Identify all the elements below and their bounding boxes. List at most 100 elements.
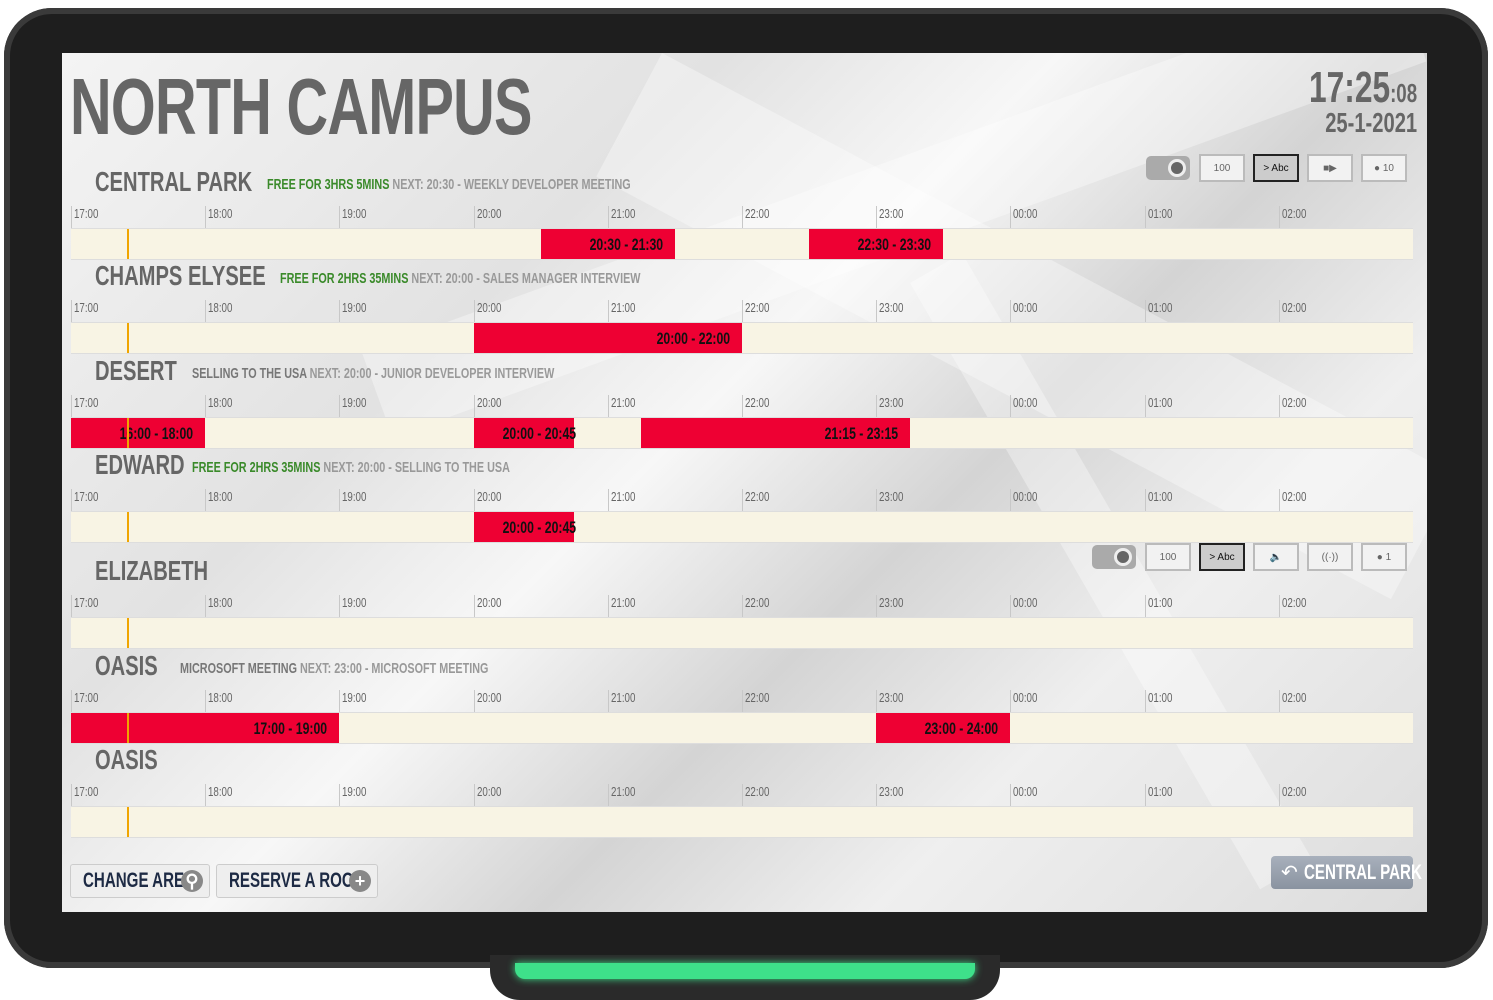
hour-tick: 19:00 [339,300,375,326]
hour-tick: 02:00 [1278,395,1315,421]
booking-bar[interactable]: 20:00 - 20:45 [473,512,576,542]
clock-date: 25-1-2021 [1325,107,1417,138]
next-meeting: NEXT: 20:00 - SALES MANAGER INTERVIEW [410,270,640,287]
hour-tick: 20:00 [473,784,510,810]
current-status: SELLING TO THE USA [192,365,307,382]
hour-tick: 18:00 [205,300,241,326]
hour-tick: 02:00 [1278,489,1315,515]
timeline-track[interactable] [71,617,1413,649]
status-led [515,963,975,979]
hour-tick: 23:00 [876,595,912,621]
timeline-track[interactable]: 20:00 - 20:45 [71,511,1413,543]
room-name[interactable]: OASIS [95,650,158,681]
clock: 17:25:08 25-1-2021 [1267,63,1417,139]
hour-tick: 00:00 [1010,784,1046,810]
current-time-line [126,229,129,259]
booking-bar[interactable]: 22:30 - 23:30 [809,229,944,259]
current-status: FREE FOR 2HRS 35MINS [192,459,321,476]
hour-tick: 23:00 [876,690,912,716]
hour-tick: 19:00 [339,690,375,716]
hour-tick: 20:00 [473,300,510,326]
hour-tick: 22:00 [742,595,778,621]
room-name[interactable]: CHAMPS ELYSEE [95,260,266,291]
current-time-line [126,618,129,648]
hour-tick: 18:00 [205,595,241,621]
hour-tick: 23:00 [876,395,912,421]
hour-tick: 02:00 [1278,595,1315,621]
hour-tick: 00:00 [1010,595,1046,621]
hour-tick: 17:00 [71,206,107,232]
hour-tick: 00:00 [1010,300,1046,326]
hour-tick: 01:00 [1144,595,1181,621]
next-meeting: NEXT: 20:00 - SELLING TO THE USA [323,459,510,476]
hour-tick: 22:00 [742,784,778,810]
hour-tick: 20:00 [473,489,510,515]
hour-tick: 17:00 [71,595,107,621]
hour-tick: 20:00 [473,690,510,716]
hour-tick: 02:00 [1278,300,1315,326]
hour-tick: 20:00 [473,206,510,232]
plus-icon: + [349,870,371,892]
search-icon: ⚲ [181,870,203,892]
timeline-track[interactable]: 17:00 - 19:00 23:00 - 24:00 [71,712,1413,744]
hour-tick: 19:00 [339,395,375,421]
hour-tick: 02:00 [1278,206,1315,232]
booking-bar[interactable]: 21:15 - 23:15 [641,418,910,448]
booking-bar[interactable]: 20:00 - 20:45 [473,418,576,448]
timeline-track[interactable] [71,806,1413,838]
current-status: FREE FOR 2HRS 35MINS [279,270,408,287]
projector-icon [1091,543,1137,571]
back-to-room-button[interactable]: ↶ CENTRAL PARK [1271,856,1422,889]
current-time-line [126,807,129,837]
amenity-icons: 100 > Abc 🔈 ((·)) ● 1 [1091,543,1407,571]
hour-tick: 19:00 [339,489,375,515]
hour-tick: 18:00 [205,784,241,810]
capacity-icon: ● 10 [1361,154,1407,182]
room-status: SELLING TO THE USA NEXT: 20:00 - JUNIOR … [192,365,695,382]
reserve-room-button[interactable]: RESERVE A ROOM + [216,864,378,898]
hour-tick: 23:00 [876,489,912,515]
hour-tick: 00:00 [1010,206,1046,232]
room-status: FREE FOR 3HRS 5MINS NEXT: 20:30 - WEEKLY… [267,176,772,193]
timeline-track[interactable]: 20:00 - 22:00 [71,322,1413,354]
room-status: FREE FOR 2HRS 35MINS NEXT: 20:00 - SALES… [280,270,781,287]
hour-tick: 00:00 [1010,690,1046,716]
hour-tick: 02:00 [1278,784,1315,810]
booking-bar[interactable]: 23:00 - 24:00 [876,713,1011,743]
back-arrow-icon: ↶ [1281,862,1298,884]
hour-tick: 18:00 [205,690,241,716]
booking-bar[interactable]: 20:30 - 21:30 [540,229,675,259]
timeline-track[interactable]: 16:00 - 18:00 20:00 - 20:45 21:15 - 23:15 [71,417,1413,449]
change-area-button[interactable]: CHANGE AREA ⚲ [70,864,210,898]
booking-bar[interactable]: 17:00 - 19:00 [71,713,340,743]
current-time-line [126,512,129,542]
room-name[interactable]: ELIZABETH [95,555,209,586]
current-status: FREE FOR 3HRS 5MINS [267,176,390,193]
display-icon: > Abc [1199,543,1245,571]
current-status: MICROSOFT MEETING [179,660,297,677]
timeline-track[interactable]: 20:30 - 21:30 22:30 - 23:30 [71,228,1413,260]
hour-tick: 17:00 [71,690,107,716]
whiteboard-icon: 100 [1145,543,1191,571]
hour-tick: 22:00 [742,489,778,515]
hour-tick: 22:00 [742,206,778,232]
next-meeting: NEXT: 20:30 - WEEKLY DEVELOPER MEETING [392,176,631,193]
hour-tick: 00:00 [1010,489,1046,515]
room-name[interactable]: DESERT [95,355,177,386]
room-name[interactable]: OASIS [95,744,158,775]
hour-tick: 21:00 [607,395,644,421]
booking-bar[interactable]: 20:00 - 22:00 [473,323,742,353]
hour-tick: 21:00 [607,784,644,810]
hour-tick: 18:00 [205,489,241,515]
room-name[interactable]: CENTRAL PARK [95,166,253,197]
page-title: NORTH CAMPUS [70,62,532,151]
hour-tick: 22:00 [742,395,778,421]
hour-tick: 21:00 [607,206,644,232]
booking-bar[interactable]: 16:00 - 18:00 [71,418,206,448]
current-time-line [126,323,129,353]
hour-tick: 23:00 [876,300,912,326]
capacity-icon: ● 1 [1361,543,1407,571]
hour-tick: 19:00 [339,595,375,621]
whiteboard-icon: 100 [1199,154,1245,182]
room-name[interactable]: EDWARD [95,449,185,480]
